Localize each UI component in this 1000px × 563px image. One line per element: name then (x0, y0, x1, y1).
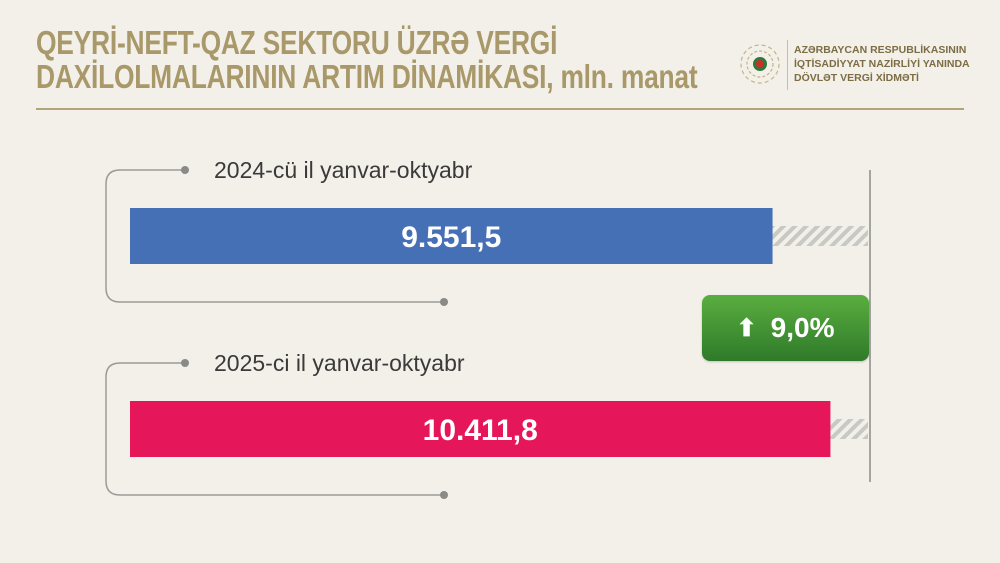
org-line-2: İQTİSADİYYAT NAZİRLİYİ YANINDA (794, 58, 970, 70)
value-label: 10.411,8 (423, 414, 538, 447)
growth-value: 9,0% (770, 312, 835, 343)
category-label: 2025-ci il yanvar-oktyabr (214, 350, 465, 376)
title-line-1: QEYRİ-NEFT-QAZ SEKTORU ÜZRƏ VERGİ (36, 24, 558, 61)
bracket-dot (440, 491, 448, 499)
title-line-2: DAXİLOLMALARININ ARTIM DİNAMİKASI, mln. … (36, 58, 698, 95)
bracket-line (105, 169, 444, 303)
bracket-dot (181, 359, 189, 367)
arrow-up-icon: ⬆ (736, 314, 757, 342)
header-divider (36, 108, 964, 110)
bar (130, 208, 773, 264)
emblem-logo (740, 44, 780, 84)
value-label: 9.551,5 (401, 221, 501, 254)
bracket-line (105, 362, 444, 496)
logo-divider (787, 40, 788, 90)
org-line-1: AZƏRBAYCAN RESPUBLİKASININ (794, 44, 967, 56)
bracket-dot (181, 166, 189, 174)
category-label: 2024-cü il yanvar-oktyabr (214, 157, 473, 183)
org-line-3: DÖVLƏT VERGİ XİDMƏTİ (794, 72, 919, 84)
growth-badge: ⬆ 9,0% (702, 295, 869, 361)
bar (130, 401, 831, 457)
bracket-dot (440, 298, 448, 306)
bar-remainder-hatch (830, 419, 868, 439)
organization-name: AZƏRBAYCAN RESPUBLİKASININ İQTİSADİYYAT … (794, 43, 970, 85)
page-title: QEYRİ-NEFT-QAZ SEKTORU ÜZRƏ VERGİ DAXİLO… (36, 24, 698, 95)
bar-remainder-hatch (772, 226, 868, 246)
